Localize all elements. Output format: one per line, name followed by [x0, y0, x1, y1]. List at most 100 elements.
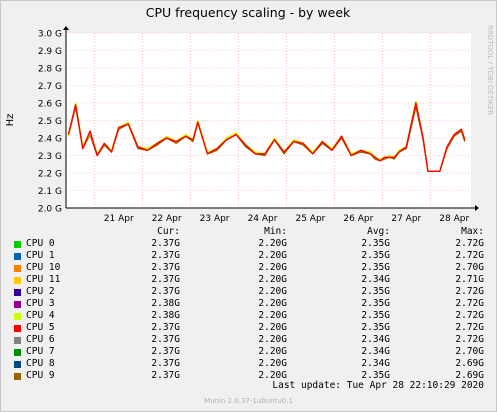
legend-series-name: CPU 0 [26, 238, 55, 249]
legend-cur: 2.37G [151, 286, 180, 297]
x-tick-label: 25 Apr [295, 214, 325, 224]
legend-min: 2.20G [258, 358, 287, 369]
y-axis-ticks: 2.0 G 2.1 G 2.2 G 2.3 G 2.4 G 2.5 G 2.6 G 2.7 G… [38, 30, 62, 215]
legend-swatch [14, 361, 21, 368]
legend-max: 2.70G [455, 262, 484, 273]
y-tick-label: 2.1 G [38, 187, 62, 197]
legend-max: 2.72G [455, 310, 484, 321]
y-axis-arrow-icon [63, 26, 69, 30]
legend-series-name: CPU 2 [26, 286, 55, 297]
header-cur: Cur: [157, 226, 180, 237]
legend-series-name: CPU 7 [26, 346, 55, 357]
legend-min: 2.20G [258, 346, 287, 357]
last-update: Last update: Tue Apr 28 22:10:29 2020 [272, 380, 484, 391]
legend-swatch [14, 277, 21, 284]
legend-max: 2.69G [455, 370, 484, 381]
legend-avg: 2.35G [361, 250, 390, 261]
legend-swatch [14, 349, 21, 356]
legend-avg: 2.35G [361, 238, 390, 249]
legend-avg: 2.35G [361, 298, 390, 309]
y-tick-label: 2.9 G [38, 47, 62, 57]
rrdtool-credit: RRDTOOL / TOBI OETIKER [486, 25, 494, 115]
legend-series-name: CPU 10 [26, 262, 61, 273]
x-axis-arrow-icon [475, 205, 479, 211]
legend-min: 2.20G [258, 298, 287, 309]
legend-swatch [14, 289, 21, 296]
x-tick-label: 21 Apr [104, 214, 134, 224]
legend-max: 2.71G [455, 274, 484, 285]
legend-min: 2.20G [258, 322, 287, 333]
legend-avg: 2.34G [361, 334, 390, 345]
x-tick-label: 28 Apr [439, 214, 469, 224]
plot-area [66, 33, 471, 208]
legend-avg: 2.34G [361, 358, 390, 369]
legend-series-name: CPU 4 [26, 310, 55, 321]
legend-cur: 2.37G [151, 238, 180, 249]
legend-cur: 2.38G [151, 298, 180, 309]
y-tick-label: 2.4 G [38, 135, 62, 145]
header-min: Min: [264, 226, 287, 237]
legend-avg: 2.35G [361, 370, 390, 381]
header-max: Max: [461, 226, 484, 237]
y-tick-label: 2.8 G [38, 65, 62, 75]
legend-max: 2.72G [455, 238, 484, 249]
header-avg: Avg: [367, 226, 390, 237]
legend-swatch [14, 373, 21, 380]
legend-cur: 2.37G [151, 334, 180, 345]
legend-cur: 2.38G [151, 310, 180, 321]
x-tick-label: 27 Apr [391, 214, 421, 224]
legend-min: 2.20G [258, 262, 287, 273]
legend-max: 2.72G [455, 334, 484, 345]
legend-series-name: CPU 8 [26, 358, 55, 369]
legend-max: 2.72G [455, 286, 484, 297]
y-axis-label: Hz [5, 114, 16, 127]
legend-min: 2.20G [258, 274, 287, 285]
legend-series-name: CPU 5 [26, 322, 55, 333]
chart: CPU frequency scaling - by week Hz RRDTO… [5, 5, 494, 224]
y-tick-label: 2.7 G [38, 82, 62, 92]
legend-max: 2.69G [455, 358, 484, 369]
y-tick-label: 2.6 G [38, 100, 62, 110]
legend-swatch [14, 253, 21, 260]
legend-avg: 2.35G [361, 310, 390, 321]
y-tick-label: 2.2 G [38, 170, 62, 180]
legend-min: 2.20G [258, 334, 287, 345]
legend-series-name: CPU 1 [26, 250, 55, 261]
legend-cur: 2.37G [151, 346, 180, 357]
legend-max: 2.72G [455, 250, 484, 261]
legend-min: 2.20G [258, 250, 287, 261]
y-tick-label: 2.3 G [38, 152, 62, 162]
legend-swatch [14, 241, 21, 248]
x-tick-label: 26 Apr [343, 214, 373, 224]
series-lines [67, 100, 466, 173]
legend-avg: 2.34G [361, 346, 390, 357]
legend-avg: 2.35G [361, 262, 390, 273]
legend-min: 2.20G [258, 370, 287, 381]
munin-version: Munin 2.0.37-1ubuntu0.1 [204, 397, 293, 405]
legend-avg: 2.34G [361, 274, 390, 285]
legend-cur: 2.37G [151, 358, 180, 369]
x-tick-label: 23 Apr [200, 214, 230, 224]
chart-title: CPU frequency scaling - by week [146, 5, 351, 20]
legend-cur: 2.37G [151, 370, 180, 381]
legend-swatch [14, 313, 21, 320]
legend-max: 2.70G [455, 346, 484, 357]
legend-max: 2.72G [455, 322, 484, 333]
legend-max: 2.72G [455, 298, 484, 309]
legend-swatch [14, 265, 21, 272]
x-tick-label: 22 Apr [152, 214, 182, 224]
legend-cur: 2.37G [151, 250, 180, 261]
y-tick-label: 2.0 G [38, 205, 62, 215]
legend-cur: 2.37G [151, 274, 180, 285]
y-tick-label: 3.0 G [38, 30, 62, 40]
series-line [67, 102, 466, 173]
legend-series-name: CPU 3 [26, 298, 55, 309]
legend-series-name: CPU 6 [26, 334, 55, 345]
legend-avg: 2.35G [361, 322, 390, 333]
legend-min: 2.20G [258, 238, 287, 249]
legend-min: 2.20G [258, 286, 287, 297]
x-axis-ticks: 21 Apr 22 Apr 23 Apr 24 Apr 25 Apr 26 Apr 27 A… [104, 214, 470, 224]
legend-cur: 2.37G [151, 322, 180, 333]
grid [66, 32, 471, 208]
legend-cur: 2.37G [151, 262, 180, 273]
